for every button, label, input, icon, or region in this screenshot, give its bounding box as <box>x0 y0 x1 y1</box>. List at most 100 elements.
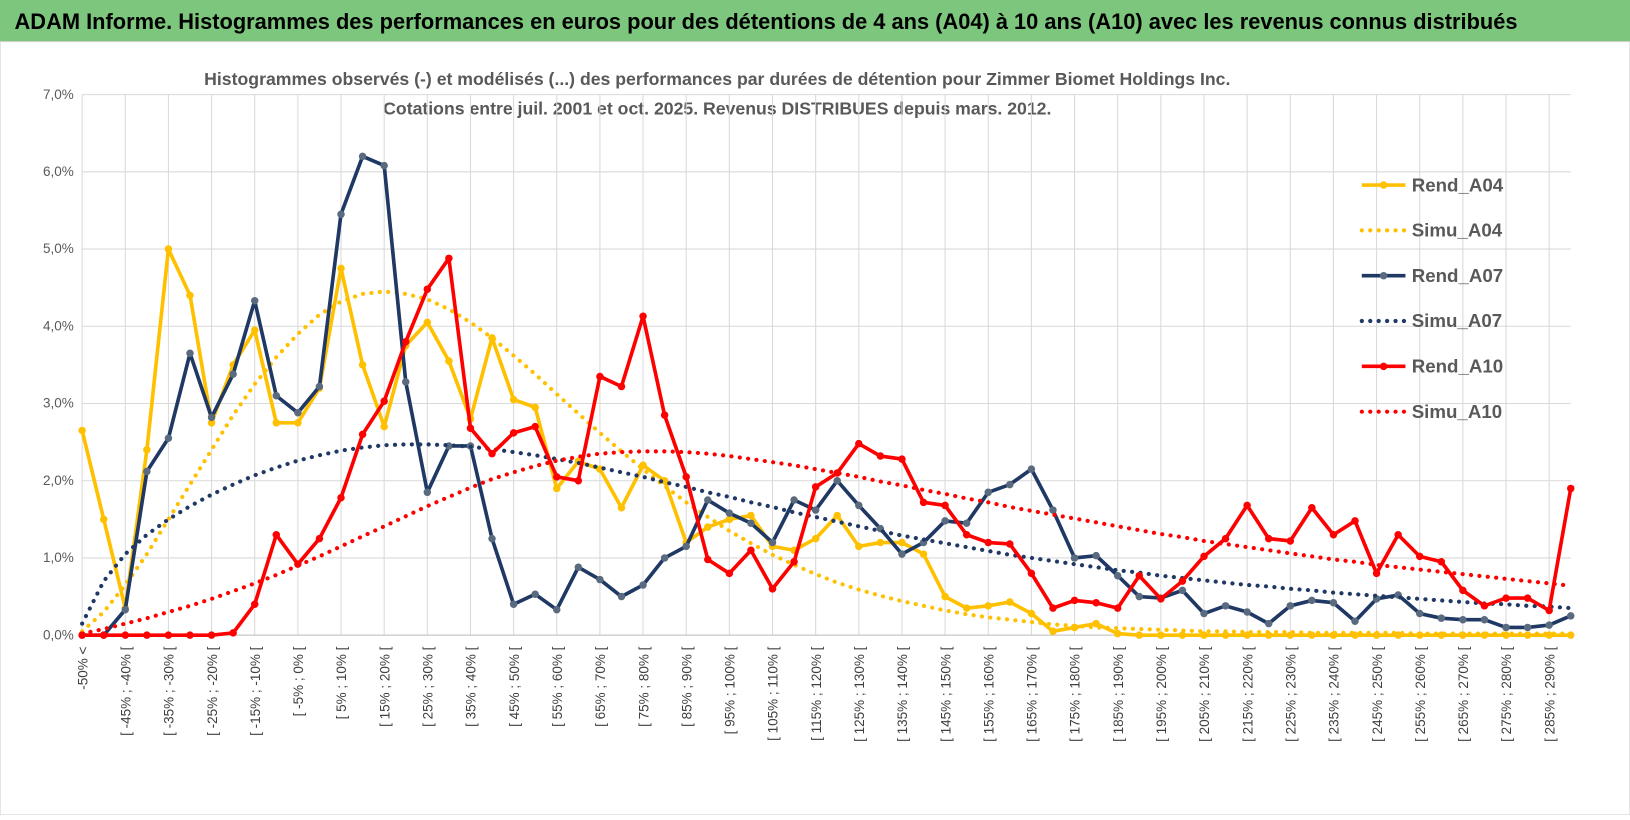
point <box>207 419 216 427</box>
point <box>1308 503 1316 512</box>
x-tick-label: [ 205% ; 210% [ <box>1197 646 1212 742</box>
point <box>1006 540 1014 548</box>
point <box>1372 569 1381 578</box>
x-tick-label: [ -25% ; -20% [ <box>205 646 220 736</box>
x-tick-label: [ 105% ; 110% [ <box>766 646 781 741</box>
point <box>358 361 367 369</box>
point <box>337 210 345 219</box>
point <box>1092 598 1100 607</box>
x-tick-label: [ 55% ; 60% [ <box>550 646 565 727</box>
point <box>898 455 906 463</box>
point <box>1027 465 1036 473</box>
point <box>121 631 130 639</box>
point <box>941 592 949 601</box>
point <box>1415 552 1424 561</box>
y-tick-label: 3,0% <box>43 396 74 411</box>
point <box>1135 571 1144 580</box>
point <box>1200 631 1208 639</box>
point <box>919 550 928 558</box>
point <box>294 419 302 427</box>
point <box>186 349 194 358</box>
point <box>1113 604 1122 612</box>
point <box>1459 615 1467 624</box>
point <box>1135 631 1144 639</box>
point <box>1243 501 1251 510</box>
point <box>876 452 885 460</box>
point <box>1502 623 1510 632</box>
point <box>99 515 108 524</box>
x-tick-label: [ 235% ; 240% [ <box>1327 646 1342 742</box>
point <box>1221 534 1230 543</box>
point <box>531 590 539 598</box>
observed-line <box>82 154 1572 637</box>
point <box>164 434 173 442</box>
point <box>250 326 259 334</box>
point <box>553 473 561 481</box>
legend-label: Simu_A04 <box>1412 220 1503 241</box>
point <box>617 382 626 391</box>
x-tick-label: [ -45% ; -40% [ <box>118 646 133 736</box>
point <box>747 511 755 520</box>
point <box>941 517 949 525</box>
point <box>962 519 971 527</box>
point <box>1200 552 1208 561</box>
point <box>747 519 755 527</box>
point <box>747 546 755 554</box>
model-line <box>80 442 1573 626</box>
legend-marker <box>1379 271 1388 280</box>
point <box>229 370 237 378</box>
chart-title: Histogrammes observés (-) et modélisés (… <box>204 69 1230 89</box>
point <box>207 631 216 639</box>
point <box>272 419 281 427</box>
point <box>423 488 432 497</box>
point <box>1329 531 1338 539</box>
point <box>725 569 734 578</box>
point <box>207 413 216 422</box>
point <box>1480 602 1489 610</box>
y-tick-label: 5,0% <box>43 241 74 256</box>
point <box>833 511 841 520</box>
x-tick-label: [ 95% ; 100% [ <box>723 646 738 734</box>
y-tick-label: 6,0% <box>43 164 74 179</box>
point <box>1157 631 1165 639</box>
legend-marker <box>1379 362 1388 371</box>
point <box>358 152 367 161</box>
point <box>531 422 539 431</box>
point <box>1351 517 1359 525</box>
x-tick-label: [ 135% ; 140% [ <box>895 646 910 742</box>
point <box>1437 614 1446 622</box>
point <box>855 542 863 551</box>
point <box>1243 608 1251 616</box>
point <box>445 254 453 263</box>
point <box>553 605 561 614</box>
point <box>315 382 324 391</box>
point <box>941 501 949 510</box>
point <box>984 602 992 610</box>
point <box>1221 602 1230 610</box>
legend-marker <box>1379 181 1388 189</box>
point <box>1178 586 1187 595</box>
x-tick-label: [ -35% ; -30% [ <box>162 646 177 736</box>
x-tick-label: [ 15% ; 20% [ <box>377 646 392 727</box>
point <box>1070 554 1079 562</box>
point <box>1308 596 1316 605</box>
x-tick-label: [ 5% ; 10% [ <box>334 646 349 719</box>
point <box>1286 537 1295 545</box>
point <box>768 585 777 593</box>
point <box>768 538 777 547</box>
x-tick-label: [ 165% ; 170% [ <box>1025 646 1040 742</box>
point <box>617 503 626 512</box>
observed-line <box>82 256 1573 637</box>
point <box>315 534 324 543</box>
point <box>250 297 259 305</box>
x-tick-label: [ 215% ; 220% [ <box>1240 646 1255 742</box>
point <box>1286 602 1295 610</box>
y-tick-label: 0,0% <box>43 627 74 642</box>
point <box>380 397 388 405</box>
point <box>380 422 388 431</box>
header-title: ADAM Informe. Histogrammes des performan… <box>15 9 1518 34</box>
point <box>596 372 604 381</box>
x-tick-label: [ 35% ; 40% [ <box>464 646 479 727</box>
x-tick-label: [ 115% ; 120% [ <box>809 646 824 741</box>
point <box>682 473 690 481</box>
